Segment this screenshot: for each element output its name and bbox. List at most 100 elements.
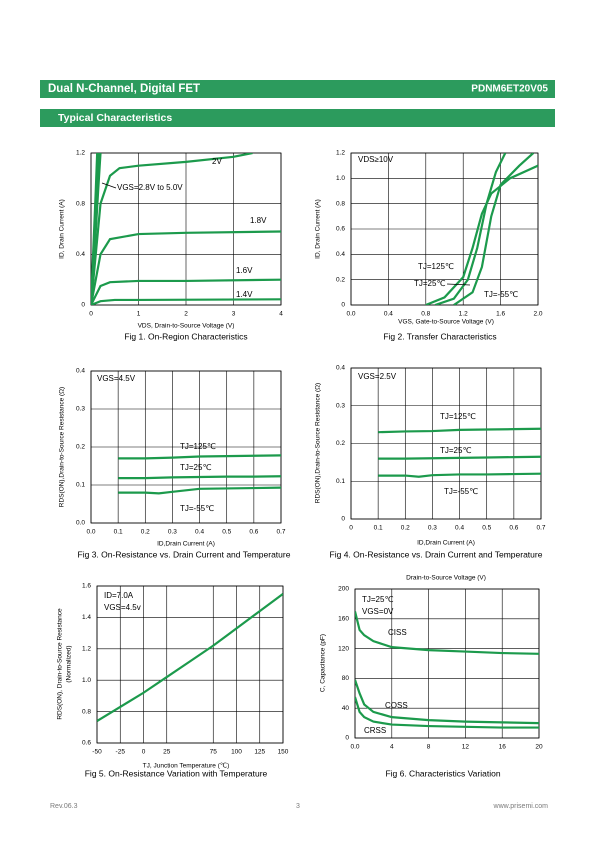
x-tick-label: 0.5: [482, 525, 491, 532]
y-tick-label: 40: [342, 705, 350, 712]
header-title: Dual N-Channel, Digital FET: [48, 83, 200, 95]
x-axis-label: Drain-to-Source Voltage (V): [406, 575, 486, 582]
x-tick-label: 0.4: [195, 529, 204, 536]
y-tick-label: 1.2: [82, 646, 91, 653]
y-tick-label: 0.6: [82, 740, 91, 747]
curve-label: CISS: [388, 628, 407, 637]
y-tick-label: 160: [338, 616, 349, 623]
plot-frame: [354, 588, 540, 739]
figure-caption: Fig 1. On-Region Characteristics: [124, 331, 247, 341]
y-tick-label: 0.0: [76, 520, 85, 527]
curve: [91, 278, 281, 305]
y-tick-label: 0: [81, 302, 85, 309]
y-tick-label: 0.8: [336, 200, 345, 207]
x-tick-label: 0.0: [346, 311, 355, 318]
figure-caption: Fig 5. On-Resistance Variation with Temp…: [85, 768, 268, 778]
y-axis-label: ID, Drain Current (A): [315, 199, 322, 259]
annotation: ID=7.0A: [104, 591, 134, 600]
x-tick-label: -50: [92, 749, 102, 756]
x-tick-label: 150: [278, 749, 289, 756]
y-tick-label: 1.6: [82, 583, 91, 590]
curve-label: TJ=-55℃: [180, 504, 214, 513]
y-axis-label: RDS(ON), Drain-to-Source Resistance: [57, 608, 64, 720]
x-tick-label: -25: [116, 749, 126, 756]
y-tick-label: 0.3: [76, 406, 85, 413]
curve: [97, 592, 283, 722]
figure-caption: Fig 4. On-Resistance vs. Drain Current a…: [330, 549, 543, 559]
y-tick-label: 0.2: [336, 440, 345, 447]
y-tick-label: 80: [342, 675, 350, 682]
curve: [355, 696, 539, 729]
x-tick-label: 75: [210, 749, 218, 756]
annotation: VGS=4.5V: [97, 374, 136, 383]
plot-frame: [90, 370, 282, 524]
y-tick-label: 0.4: [336, 251, 345, 258]
curve: [355, 679, 539, 725]
x-tick-label: 4: [279, 311, 283, 318]
curve-label: TJ=125℃: [440, 412, 476, 421]
y-tick-label: 0.6: [336, 226, 345, 233]
curve-label: COSS: [385, 701, 408, 710]
annotation: VGS=0V: [362, 607, 394, 616]
curve: [378, 427, 541, 434]
curve-label: 1.8V: [250, 216, 267, 225]
x-tick-label: 0.0: [86, 529, 95, 536]
curve: [355, 611, 539, 655]
arrow: [446, 283, 471, 286]
x-tick-label: 0: [89, 311, 93, 318]
x-tick-label: 0.7: [536, 525, 545, 532]
x-tick-label: 16: [499, 744, 507, 751]
footer-website: www.prisemi.com: [493, 803, 549, 810]
x-tick-label: 125: [254, 749, 265, 756]
x-tick-label: 2: [184, 311, 188, 318]
x-tick-label: 0.3: [168, 529, 177, 536]
y-axis-label: RDS(ON),Drain-to-Source Resistance (Ω): [59, 387, 66, 507]
y-tick-label: 0.1: [76, 482, 85, 489]
curve: [118, 454, 281, 460]
x-tick-label: 0.4: [384, 311, 393, 318]
x-tick-label: 0.6: [249, 529, 258, 536]
arrow: [101, 182, 117, 189]
y-tick-label: 120: [338, 645, 349, 652]
x-tick-label: 0.1: [114, 529, 123, 536]
x-tick-label: 0: [349, 525, 353, 532]
x-axis-label: ID,Drain Current (A): [157, 541, 215, 548]
curve: [91, 298, 281, 305]
y-tick-label: 1.4: [82, 614, 91, 621]
x-tick-label: 0.2: [141, 529, 150, 536]
y-tick-label: 1.2: [76, 150, 85, 157]
x-tick-label: 0.8: [421, 311, 430, 318]
curve-label: TJ=25℃: [440, 446, 471, 455]
annotation: VDS≥10V: [358, 155, 394, 164]
x-tick-label: 0.1: [374, 525, 383, 532]
x-tick-label: 0.0: [350, 744, 359, 751]
x-tick-label: 8: [427, 744, 431, 751]
x-tick-label: 0.7: [276, 529, 285, 536]
curve-label: TJ=125℃: [180, 442, 216, 451]
x-tick-label: 20: [535, 744, 543, 751]
x-axis-label: TJ, Junction Temperature (℃): [143, 762, 230, 770]
part-number: PDNM6ET20V05: [471, 84, 548, 95]
curve: [378, 455, 541, 460]
curve-label: 2V: [212, 157, 222, 166]
x-tick-label: 0.2: [401, 525, 410, 532]
plot-frame: [96, 585, 284, 744]
y-tick-label: 0.2: [76, 444, 85, 451]
y-tick-label: 0: [341, 302, 345, 309]
curve: [378, 472, 541, 478]
figure-caption: Fig 6. Characteristics Variation: [385, 768, 500, 778]
curve: [453, 153, 535, 305]
x-tick-label: 0.3: [428, 525, 437, 532]
y-tick-label: 0: [341, 516, 345, 523]
annotation: VGS=2.5V: [358, 372, 397, 381]
x-tick-label: 0.6: [509, 525, 518, 532]
y-tick-label: 1.2: [336, 150, 345, 157]
curve-label: TJ=25℃: [414, 279, 445, 288]
curve-label: 1.4V: [236, 290, 253, 299]
plot-frame: [90, 152, 282, 306]
curve-label: CRSS: [364, 726, 386, 735]
y-axis-label: C, Capacitance (pF): [320, 634, 327, 692]
y-tick-label: 0.8: [82, 708, 91, 715]
y-tick-label: 1.0: [82, 677, 91, 684]
section-title: Typical Characteristics: [58, 112, 172, 124]
